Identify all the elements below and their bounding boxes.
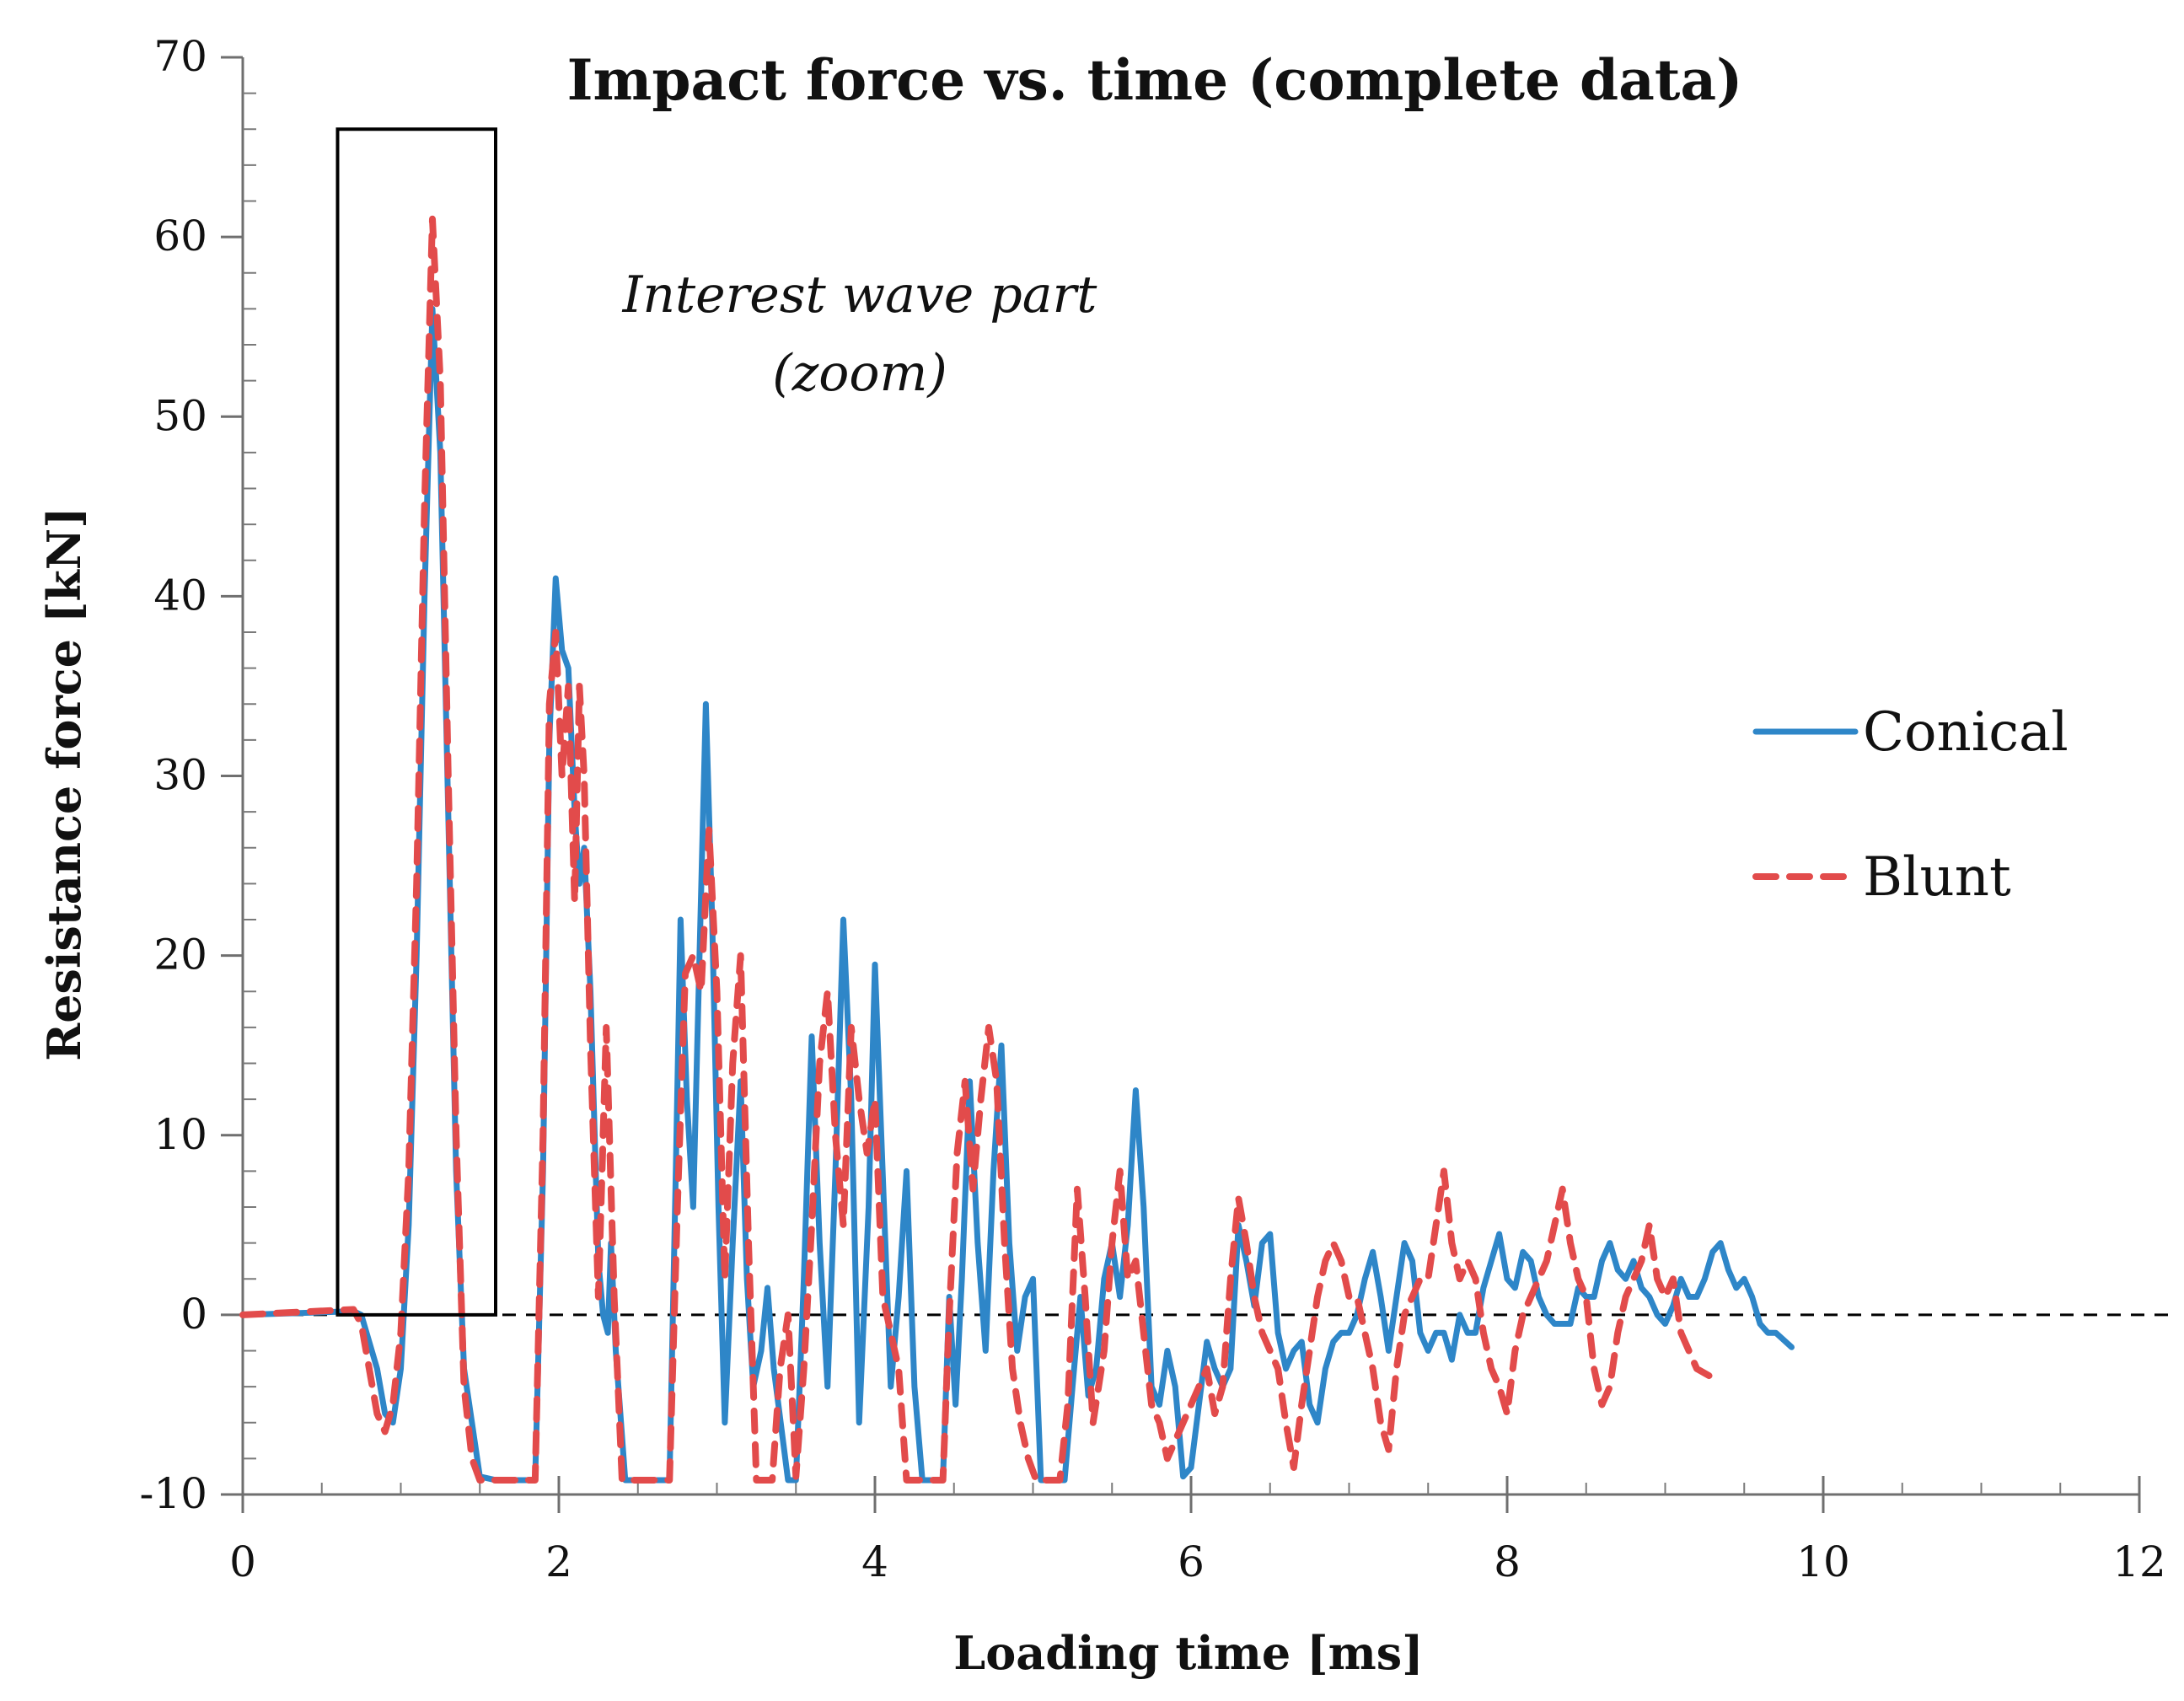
legend-layer: Conical Blunt [1752,701,2069,909]
y-tick-label: 30 [153,751,207,800]
y-tick-label: 20 [153,931,207,979]
y-tick-label: 50 [153,391,207,440]
y-tick-label: -10 [139,1469,207,1518]
annotation-layer: Interest wave part (zoom) [335,127,1098,1317]
x-tick-label: 2 [545,1537,572,1586]
y-tick-label: 0 [180,1290,207,1339]
y-tick-label: 60 [153,212,207,260]
legend-label-blunt: Blunt [1863,846,2011,909]
y-axis-label: Resistance force [kN] [37,507,91,1060]
x-tick-label: 6 [1178,1537,1205,1586]
y-tick-label: 70 [153,32,207,81]
x-tick-label: 12 [2112,1537,2166,1586]
x-tick-label: 4 [861,1537,888,1586]
series-line-blunt [239,215,1716,1484]
interest-zoom-box [335,127,497,1317]
x-axis-label: Loading time [ms] [953,1626,1423,1680]
y-tick-label: 40 [153,571,207,620]
x-tick-label: 0 [229,1537,256,1586]
annotation-text-line: Interest wave part [622,266,1098,325]
y-tick-label: 10 [153,1110,207,1159]
legend-label-conical: Conical [1863,701,2069,764]
x-tick-label: 10 [1796,1537,1850,1586]
axes-layer: -10 0 10 20 30 40 50 60 70 0 2 4 6 8 10 12 [139,32,2173,1586]
x-tick-label: 8 [1494,1537,1521,1586]
annotation-text-line: (zoom) [772,344,947,403]
chart-title: Impact force vs. time (complete data) [567,47,1743,113]
series-layer [239,215,1795,1484]
